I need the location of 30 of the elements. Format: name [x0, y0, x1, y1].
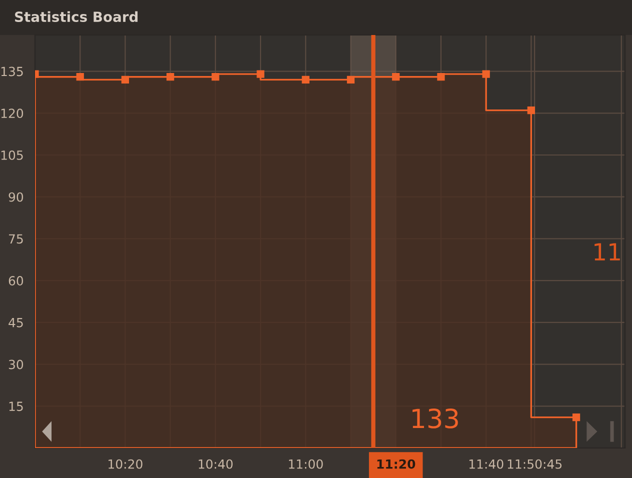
point	[392, 73, 400, 81]
x-tick-label: 11:50:45	[508, 459, 562, 469]
point	[302, 76, 310, 84]
point	[527, 106, 535, 114]
point	[76, 73, 84, 81]
y-tick-label: 120	[1, 108, 24, 118]
point	[256, 70, 264, 78]
y-tick-label: 15	[9, 402, 23, 412]
x-tick-label: 11:00	[289, 459, 323, 469]
y-tick-label: 105	[1, 150, 23, 160]
x-tick-label: 10:20	[108, 459, 142, 469]
y-tick-label: 135	[1, 66, 23, 76]
y-tick-label: 45	[8, 318, 23, 328]
point	[212, 73, 220, 81]
chart-title: Statistics Board	[14, 11, 138, 22]
point	[346, 76, 355, 84]
point	[482, 70, 490, 78]
x-tick-label: 11:20	[377, 459, 416, 469]
point	[437, 73, 445, 81]
point	[121, 76, 130, 84]
y-tick-label: 75	[9, 234, 23, 244]
y-tick-label: 60	[8, 276, 24, 286]
y-tick-label: 90	[8, 192, 24, 202]
y-tick-label: 30	[8, 360, 24, 370]
point	[166, 73, 174, 81]
x-tick-label: 10:40	[198, 459, 233, 469]
annotation: 11	[594, 243, 620, 260]
x-tick-label: 11:40	[469, 459, 504, 469]
point	[572, 413, 580, 422]
annotation: 133	[412, 408, 458, 428]
